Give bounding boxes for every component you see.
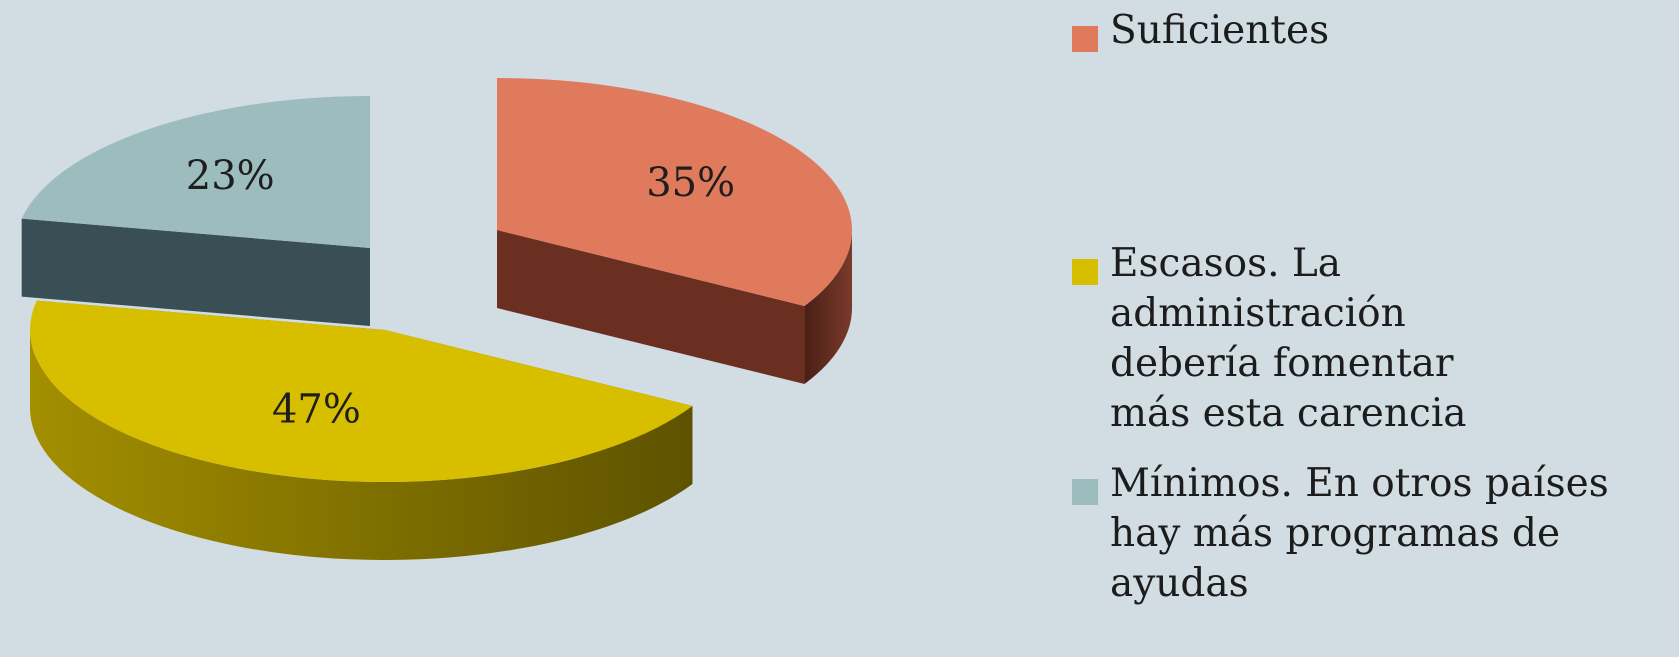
legend: Suficientes Escasos. La administración d… bbox=[1072, 0, 1672, 657]
data-label-0: 35% bbox=[646, 160, 735, 206]
data-label-2: 23% bbox=[186, 153, 275, 199]
legend-label: Escasos. La administración debería fomen… bbox=[1110, 239, 1530, 439]
legend-swatch bbox=[1072, 479, 1098, 505]
legend-swatch bbox=[1072, 26, 1098, 52]
legend-label: Suficientes bbox=[1110, 6, 1670, 56]
legend-label: Mínimos. En otros países hay más program… bbox=[1110, 459, 1670, 609]
data-label-1: 47% bbox=[272, 386, 361, 432]
pie-chart: 23% 35% 47% bbox=[0, 0, 960, 657]
legend-swatch bbox=[1072, 259, 1098, 285]
pie-chart-svg: 23% 35% 47% bbox=[0, 0, 960, 657]
